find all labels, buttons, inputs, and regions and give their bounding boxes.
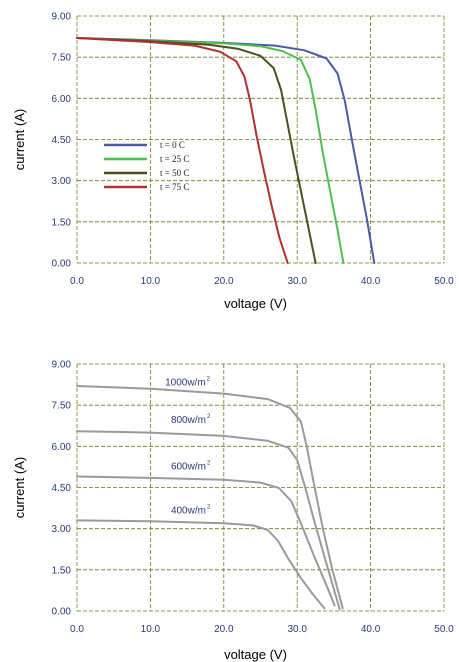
y-tick-label: 1.50 xyxy=(52,217,72,228)
series-line-2 xyxy=(76,37,345,264)
x-tick-label: 50.0 xyxy=(434,624,454,635)
curve-label: 800w/m xyxy=(171,415,206,426)
x-tick-label: 30.0 xyxy=(287,624,307,635)
y-tick-label: 9.00 xyxy=(52,12,72,23)
grid xyxy=(76,363,445,612)
x-tick-label: 30.0 xyxy=(287,276,307,287)
series-line-2 xyxy=(76,430,341,611)
chart-temperature: 0.0 10.0 20.0 30.0 40.0 50.0 0.00 1.50 3.00 4.50 6… xyxy=(12,12,454,312)
x-tick-label: 20.0 xyxy=(214,276,234,287)
y-tick-label: 7.50 xyxy=(52,401,72,412)
chart-irradiance: 0.0 10.0 20.0 30.0 40.0 50.0 0.00 1.50 3.00 4.50 6… xyxy=(12,360,454,662)
y-axis-label: current (A) xyxy=(12,109,27,170)
y-tick-label: 0.00 xyxy=(52,259,72,270)
x-axis-label: voltage (V) xyxy=(224,296,287,311)
x-tick-label: 10.0 xyxy=(141,276,161,287)
x-tick-label: 0.0 xyxy=(70,624,84,635)
y-axis-label: current (A) xyxy=(12,457,27,518)
y-tick-label: 6.00 xyxy=(52,94,72,105)
y-tick-label: 4.50 xyxy=(52,135,72,146)
curve-label: 600w/m xyxy=(171,462,206,473)
legend-label: t = 25 C xyxy=(160,154,189,164)
y-tick-label: 3.00 xyxy=(52,176,72,187)
series-line-1 xyxy=(76,385,344,610)
curve-label-superscript: 2 xyxy=(207,376,211,382)
curve-label: 1000w/m xyxy=(165,377,206,388)
x-tick-label: 10.0 xyxy=(141,624,161,635)
series-line-3 xyxy=(76,475,336,607)
legend-label: t = 75 C xyxy=(160,182,189,192)
x-tick-label: 20.0 xyxy=(214,624,234,635)
curve-label-superscript: 2 xyxy=(207,414,211,420)
y-tick-label: 9.00 xyxy=(52,360,72,371)
curve-label-superscript: 2 xyxy=(207,461,211,467)
y-tick-label: 1.50 xyxy=(52,565,72,576)
y-tick-label: 3.00 xyxy=(52,524,72,535)
y-tick-label: 0.00 xyxy=(52,607,72,618)
series-line-1 xyxy=(76,37,376,264)
x-tick-label: 0.0 xyxy=(70,276,84,287)
grid xyxy=(76,15,445,264)
series-line-3 xyxy=(76,37,317,264)
x-tick-label: 50.0 xyxy=(434,276,454,287)
x-tick-label: 40.0 xyxy=(361,624,381,635)
curve-label-superscript: 2 xyxy=(207,505,211,511)
legend: t = 0 C t = 25 C t = 50 C t = 75 C xyxy=(104,140,189,192)
series-line-4 xyxy=(76,37,289,264)
series-line-4 xyxy=(76,519,326,610)
y-tick-label: 7.50 xyxy=(52,53,72,64)
x-tick-label: 40.0 xyxy=(361,276,381,287)
y-tick-label: 4.50 xyxy=(52,483,72,494)
legend-label: t = 50 C xyxy=(160,168,189,178)
legend-label: t = 0 C xyxy=(160,140,185,150)
y-tick-label: 6.00 xyxy=(52,442,72,453)
x-axis-label: voltage (V) xyxy=(224,647,287,662)
curve-label: 400w/m xyxy=(171,506,206,517)
